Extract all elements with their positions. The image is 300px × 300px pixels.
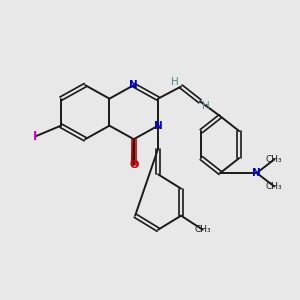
Text: CH₃: CH₃ <box>266 182 283 191</box>
Text: N: N <box>154 121 163 131</box>
Text: H: H <box>171 76 179 87</box>
Text: N: N <box>129 80 138 90</box>
Text: N: N <box>252 168 261 178</box>
Text: I: I <box>33 130 38 143</box>
Text: O: O <box>129 160 139 170</box>
Text: CH₃: CH₃ <box>266 155 283 164</box>
Text: CH₃: CH₃ <box>194 225 211 234</box>
Text: H: H <box>202 101 210 111</box>
